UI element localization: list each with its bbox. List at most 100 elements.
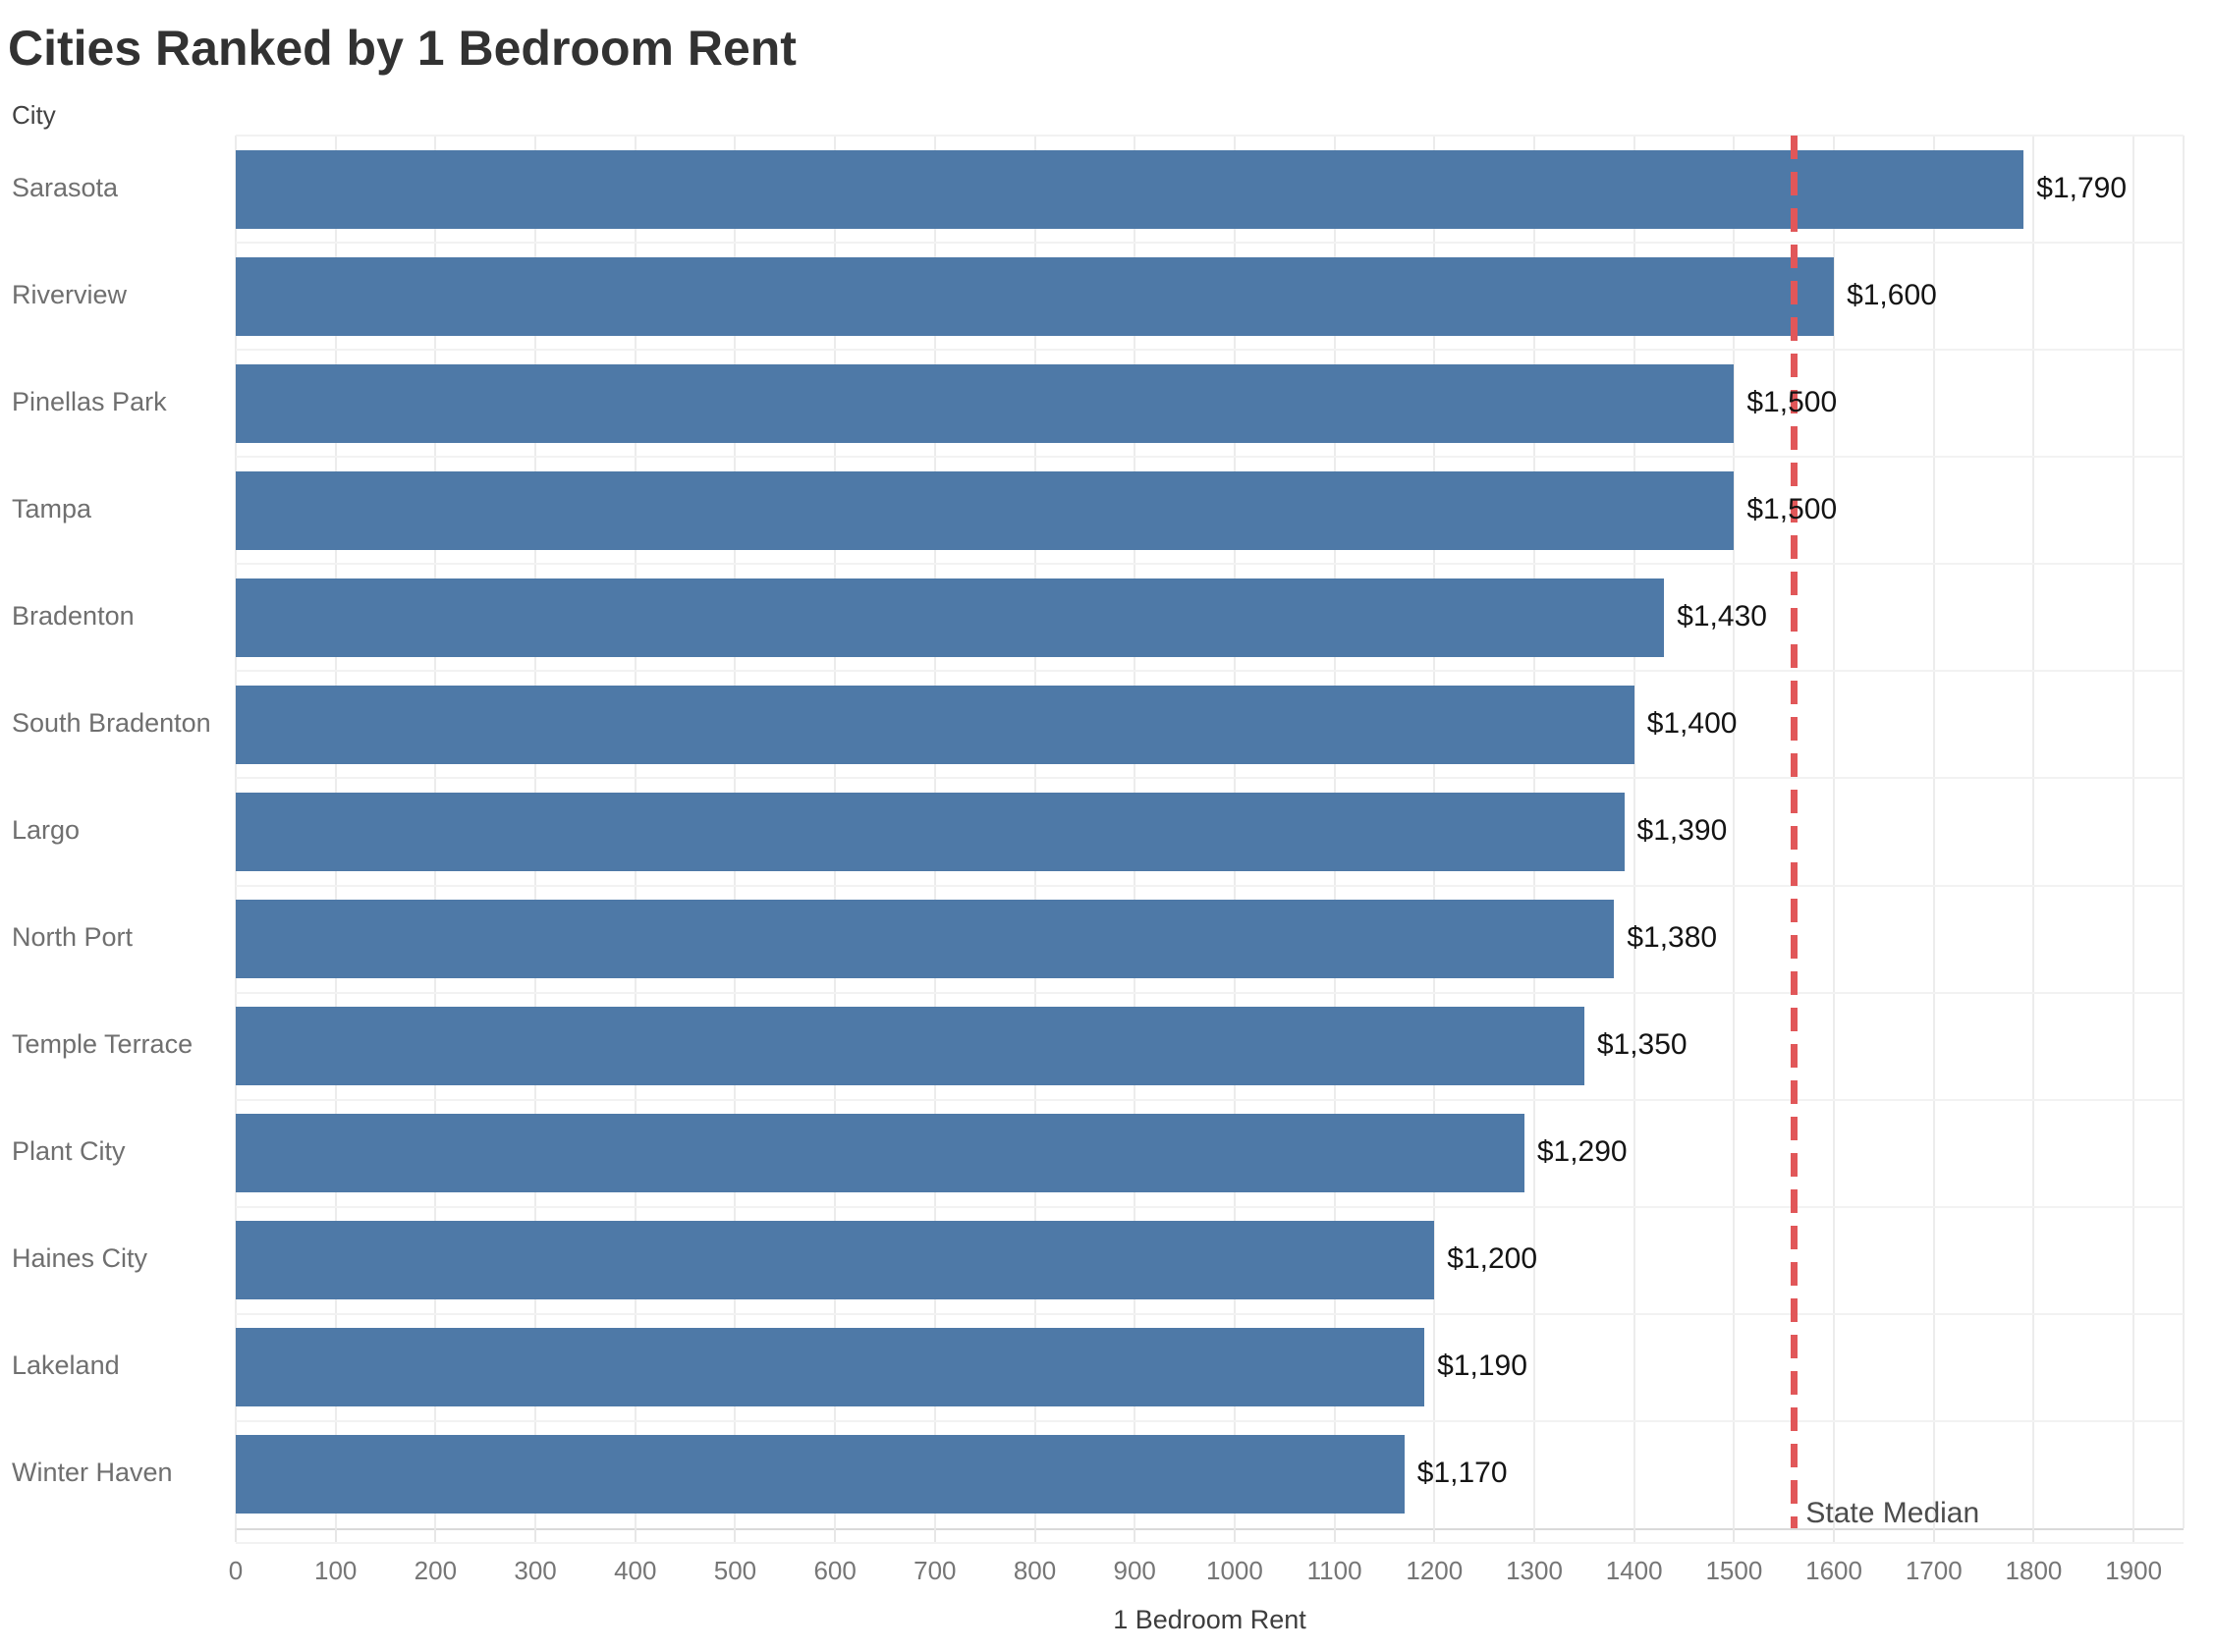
bar-sarasota[interactable] xyxy=(236,149,2024,229)
bar-temple-terrace[interactable] xyxy=(236,1007,1584,1086)
x-tick-label: 1600 xyxy=(1805,1556,1862,1585)
city-label: Tampa xyxy=(12,493,92,523)
x-tick-label: 1500 xyxy=(1705,1556,1763,1585)
x-tick-label: 1900 xyxy=(2105,1556,2163,1585)
bar-haines-city[interactable] xyxy=(236,1221,1435,1300)
x-tick-label: 1100 xyxy=(1306,1556,1362,1585)
bar-bradenton[interactable] xyxy=(236,578,1665,657)
x-tick-label: 100 xyxy=(313,1556,358,1585)
city-label: Lakeland xyxy=(12,1350,120,1381)
value-label: $1,600 xyxy=(1847,278,1937,311)
x-tick-mark xyxy=(1533,1528,1535,1542)
city-label: Pinellas Park xyxy=(12,386,167,416)
bar-lakeland[interactable] xyxy=(236,1328,1425,1407)
row-divider xyxy=(236,884,2184,887)
x-gridline xyxy=(2032,136,2035,1528)
x-tick-mark xyxy=(1633,1528,1635,1542)
row-divider xyxy=(236,563,2184,566)
x-tick-mark xyxy=(734,1528,737,1542)
value-label: $1,500 xyxy=(1746,492,1838,525)
city-label: Temple Terrace xyxy=(12,1029,194,1060)
city-label: Bradenton xyxy=(12,600,135,631)
row-divider xyxy=(236,1312,2184,1315)
row-divider xyxy=(236,1098,2184,1101)
x-tick-label: 900 xyxy=(1113,1556,1156,1585)
bar-north-port[interactable] xyxy=(236,900,1615,979)
x-tick-label: 1000 xyxy=(1206,1556,1263,1585)
x-tick-label: 0 xyxy=(228,1556,244,1585)
value-label: $1,390 xyxy=(1636,814,1728,847)
x-tick-mark xyxy=(834,1528,837,1542)
city-label: Sarasota xyxy=(12,172,119,202)
bar-plant-city[interactable] xyxy=(236,1114,1524,1193)
city-label: Plant City xyxy=(12,1136,126,1167)
city-label: Largo xyxy=(12,815,81,845)
row-divider xyxy=(236,1419,2184,1422)
value-label: $1,430 xyxy=(1677,599,1767,633)
row-divider xyxy=(236,670,2184,673)
x-gridline xyxy=(2183,136,2185,1528)
value-label: $1,200 xyxy=(1447,1242,1538,1276)
x-gridline xyxy=(1833,136,1836,1528)
x-tick-mark xyxy=(1333,1528,1336,1542)
value-label: $1,790 xyxy=(2036,171,2128,204)
row-divider xyxy=(236,135,2184,137)
value-label: $1,380 xyxy=(1627,921,1718,955)
row-divider xyxy=(236,456,2184,459)
row-divider xyxy=(236,1205,2184,1208)
row-divider xyxy=(236,777,2184,780)
x-tick-mark xyxy=(634,1528,637,1542)
x-axis-line xyxy=(236,1528,2184,1530)
value-label: $1,170 xyxy=(1416,1457,1508,1490)
bar-south-bradenton[interactable] xyxy=(236,685,1634,764)
row-divider xyxy=(236,991,2184,994)
x-tick-mark xyxy=(434,1528,437,1542)
x-tick-label: 1400 xyxy=(1605,1556,1663,1585)
x-tick-label: 1800 xyxy=(2005,1556,2063,1585)
y-axis-header: City xyxy=(12,100,56,130)
bar-largo[interactable] xyxy=(236,793,1625,871)
x-tick-mark xyxy=(1033,1528,1036,1542)
x-tick-label: 1700 xyxy=(1905,1556,1963,1585)
bar-tampa[interactable] xyxy=(236,470,1735,550)
chart-title: Cities Ranked by 1 Bedroom Rent xyxy=(8,21,797,76)
x-axis-substrip-line xyxy=(236,1542,2184,1544)
bar-riverview[interactable] xyxy=(236,256,1835,336)
city-label: Riverview xyxy=(12,279,128,309)
x-tick-mark xyxy=(235,1528,237,1542)
x-gridline xyxy=(1633,136,1635,1528)
x-tick-mark xyxy=(1433,1528,1436,1542)
city-label: Haines City xyxy=(12,1243,148,1274)
x-tick-label: 300 xyxy=(514,1556,557,1585)
x-axis-title: 1 Bedroom Rent xyxy=(1113,1605,1306,1634)
row-divider xyxy=(236,349,2184,352)
x-tick-label: 1200 xyxy=(1406,1556,1464,1585)
row-divider xyxy=(236,242,2184,245)
x-tick-label: 700 xyxy=(913,1556,957,1585)
city-label: Winter Haven xyxy=(12,1458,173,1488)
value-label: $1,400 xyxy=(1646,706,1738,740)
x-tick-label: 600 xyxy=(813,1556,857,1585)
x-tick-label: 400 xyxy=(614,1556,657,1585)
city-label: South Bradenton xyxy=(12,707,211,738)
value-label: $1,500 xyxy=(1746,385,1838,418)
x-gridline xyxy=(1733,136,1736,1528)
x-tick-label: 800 xyxy=(1013,1556,1057,1585)
bar-pinellas-park[interactable] xyxy=(236,363,1735,443)
x-tick-mark xyxy=(1233,1528,1236,1542)
value-label: $1,290 xyxy=(1536,1135,1628,1169)
bar-winter-haven[interactable] xyxy=(236,1435,1405,1514)
city-label: North Port xyxy=(12,922,134,953)
state-median-label: State Median xyxy=(1805,1497,1980,1529)
state-median-reference-line xyxy=(1790,136,1798,1528)
x-tick-mark xyxy=(1833,1528,1836,1542)
x-tick-mark xyxy=(2032,1528,2035,1542)
x-tick-mark xyxy=(1134,1528,1136,1542)
x-tick-mark xyxy=(2132,1528,2135,1542)
x-tick-label: 1300 xyxy=(1506,1556,1563,1585)
value-label: $1,350 xyxy=(1596,1028,1688,1062)
x-tick-mark xyxy=(933,1528,936,1542)
x-tick-label: 500 xyxy=(713,1556,757,1585)
x-tick-mark xyxy=(1733,1528,1736,1542)
